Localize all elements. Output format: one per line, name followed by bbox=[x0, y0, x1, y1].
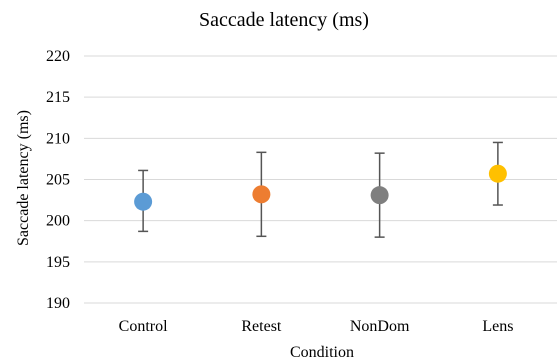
grid bbox=[84, 55, 557, 304]
y-axis: 190 195 200 205 210 215 220 bbox=[46, 48, 70, 312]
x-tick-label-control: Control bbox=[119, 318, 168, 335]
data-point-nondom bbox=[370, 186, 389, 205]
data-point-retest bbox=[252, 185, 271, 204]
y-tick-label: 195 bbox=[46, 254, 70, 271]
data-point-control bbox=[134, 192, 153, 211]
y-tick-label: 210 bbox=[46, 130, 70, 147]
data-points bbox=[134, 141, 507, 238]
y-tick-label: 190 bbox=[46, 295, 70, 312]
x-tick-label-retest: Retest bbox=[241, 318, 282, 335]
y-tick-label: 215 bbox=[46, 89, 70, 106]
x-tick-label-nondom: NonDom bbox=[350, 318, 410, 335]
x-tick-label-lens: Lens bbox=[482, 318, 513, 335]
chart-title: Saccade latency (ms) bbox=[199, 9, 369, 31]
y-tick-label: 220 bbox=[46, 48, 70, 65]
x-axis-label: Condition bbox=[290, 344, 354, 361]
x-axis: Control Retest NonDom Lens bbox=[119, 318, 514, 335]
y-axis-label: Saccade latency (ms) bbox=[15, 110, 32, 246]
y-tick-label: 205 bbox=[46, 172, 70, 189]
data-point-lens bbox=[488, 164, 507, 183]
y-tick-label: 200 bbox=[46, 213, 70, 230]
